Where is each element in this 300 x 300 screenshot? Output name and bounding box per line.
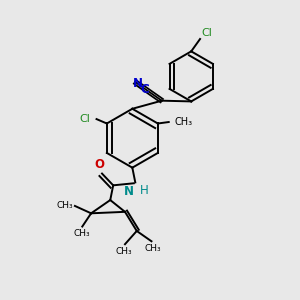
Text: Cl: Cl (79, 114, 90, 124)
Text: Cl: Cl (201, 28, 212, 38)
Text: N: N (133, 77, 143, 91)
Text: CH₃: CH₃ (115, 247, 132, 256)
Text: H: H (140, 184, 148, 197)
Text: N: N (124, 185, 134, 198)
Text: CH₃: CH₃ (145, 244, 161, 253)
Text: C: C (140, 83, 149, 96)
Text: O: O (94, 158, 104, 171)
Text: CH₃: CH₃ (175, 117, 193, 127)
Text: CH₃: CH₃ (74, 230, 91, 238)
Text: CH₃: CH₃ (57, 201, 74, 210)
